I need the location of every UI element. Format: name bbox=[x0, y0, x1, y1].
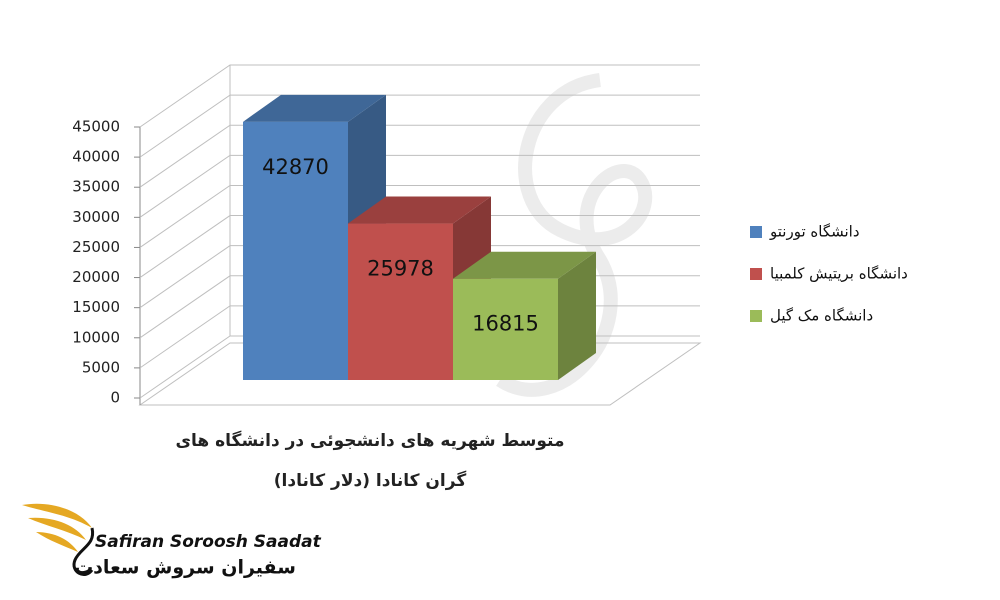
data-label: 42870 bbox=[262, 155, 329, 179]
y-tick-label: 35000 bbox=[72, 178, 120, 196]
legend-label: دانشگاه تورنتو bbox=[769, 223, 860, 241]
logo-name-fa: سفیران سروش سعادت bbox=[74, 557, 296, 579]
y-tick-label: 10000 bbox=[72, 328, 120, 346]
grid-line bbox=[139, 245, 700, 309]
legend-swatch bbox=[750, 310, 762, 322]
x-axis-label: متوسط شهریه های دانشجوئی در دانشگاه های bbox=[175, 430, 564, 451]
bar bbox=[453, 278, 558, 380]
watermark bbox=[496, 73, 653, 397]
y-tick-label: 45000 bbox=[72, 118, 120, 136]
y-tick-label: 15000 bbox=[72, 298, 120, 316]
x-axis-label: گران کانادا (دلار کانادا) bbox=[274, 470, 467, 491]
y-tick-label: 30000 bbox=[72, 208, 120, 226]
legend-swatch bbox=[750, 226, 762, 238]
grid-line bbox=[139, 64, 700, 128]
y-tick-label: 5000 bbox=[82, 358, 120, 376]
bar-top bbox=[243, 94, 386, 122]
data-label: 25978 bbox=[367, 257, 434, 281]
y-tick-label: 25000 bbox=[72, 238, 120, 256]
bar bbox=[348, 223, 453, 380]
bar bbox=[243, 121, 348, 380]
logo: Safiran Soroosh Saadat سفیران سروش سعادت bbox=[22, 503, 322, 579]
legend-swatch bbox=[750, 268, 762, 280]
bar-top bbox=[453, 251, 596, 279]
grid-line bbox=[139, 215, 700, 278]
logo-name: Safiran Soroosh Saadat bbox=[95, 532, 322, 552]
grid-line bbox=[139, 184, 700, 248]
grid-line bbox=[139, 154, 700, 218]
grid-line bbox=[139, 94, 700, 158]
bar-side bbox=[558, 251, 596, 380]
legend-label: دانشگاه بریتیش کلمبیا bbox=[770, 265, 908, 283]
y-tick-label: 0 bbox=[110, 389, 120, 407]
bar-top bbox=[348, 196, 491, 224]
y-tick-label: 40000 bbox=[72, 148, 120, 166]
legend-label: دانشگاه مک گیل bbox=[770, 307, 873, 325]
grid-line bbox=[139, 124, 700, 188]
floor bbox=[138, 342, 702, 406]
y-tick-label: 20000 bbox=[72, 268, 120, 286]
data-label: 16815 bbox=[472, 312, 539, 336]
